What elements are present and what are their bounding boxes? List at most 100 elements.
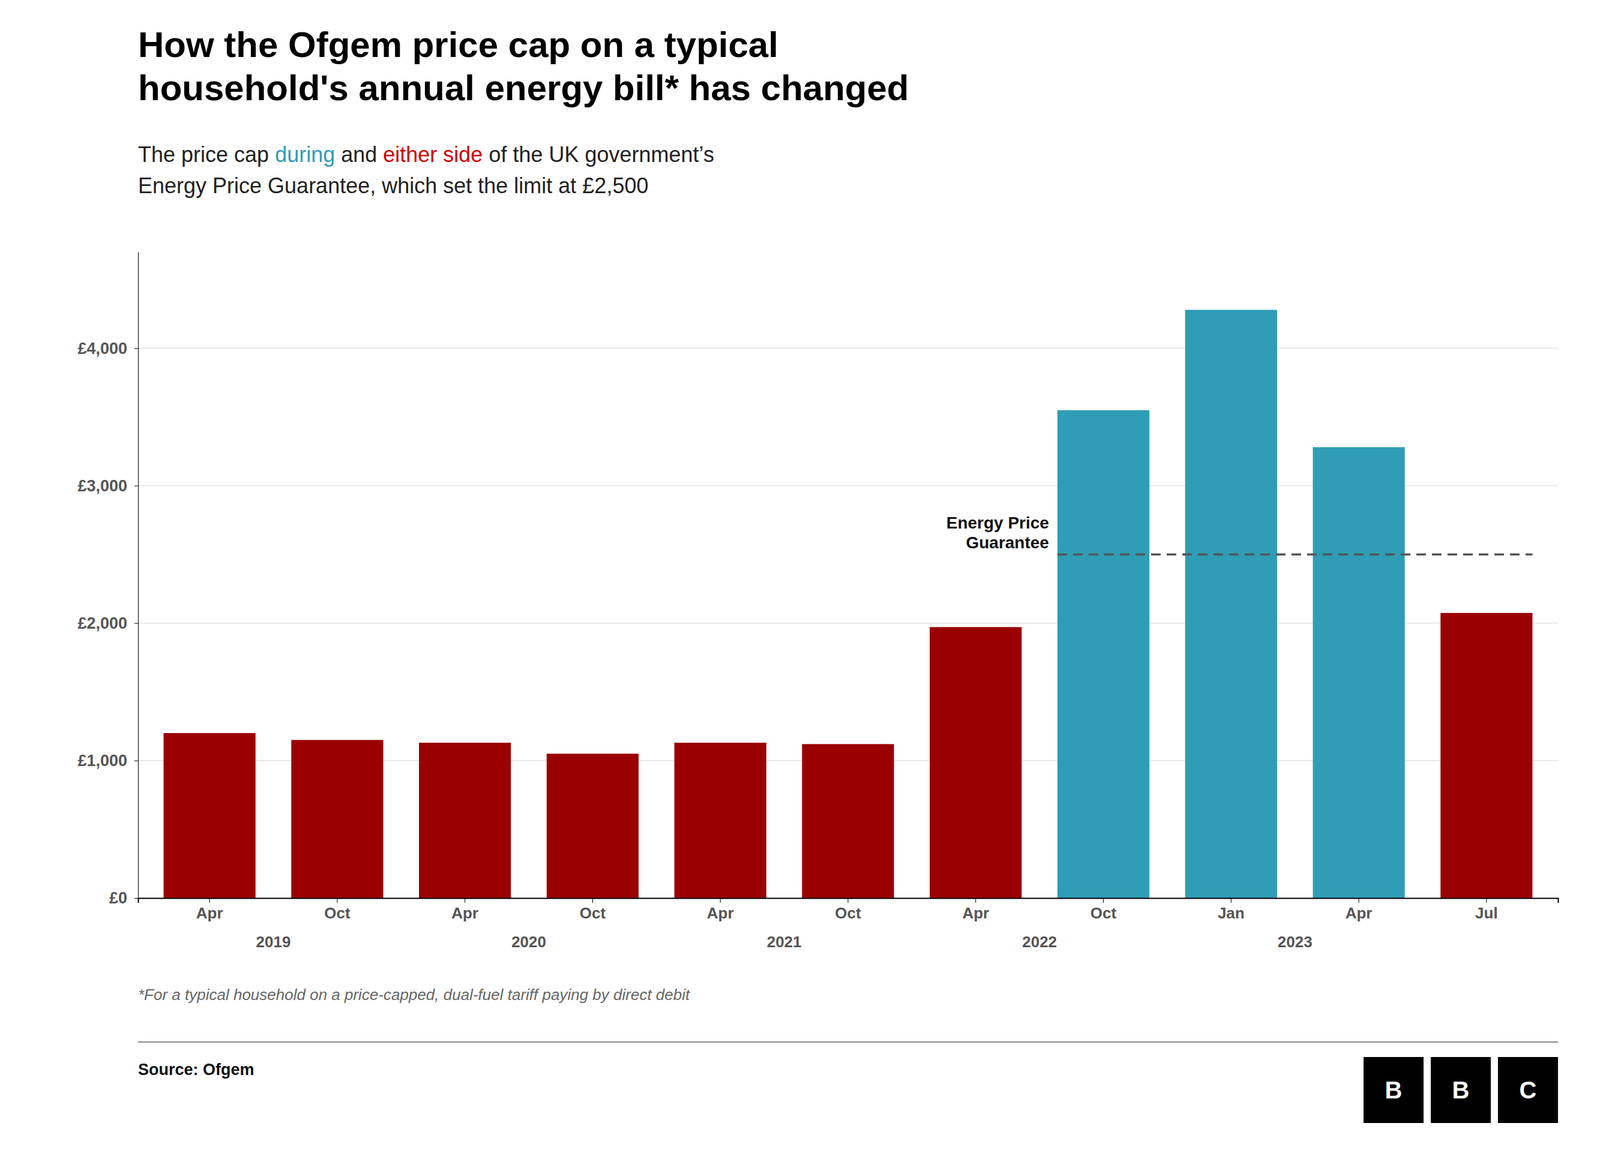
year-label: 2020 [511, 933, 547, 952]
logo-box [1497, 1057, 1558, 1124]
grid [138, 348, 1558, 899]
reference-label-line: Guarantee [965, 533, 1050, 553]
x-tick: Oct [1090, 898, 1117, 923]
y-tick-mark [134, 760, 139, 762]
reference-label: Energy PriceGuarantee [946, 513, 1050, 553]
subtitle-part: of the UK government’s [482, 142, 715, 167]
source: Source: Ofgem [138, 1061, 255, 1080]
logo-letter: B [1385, 1077, 1403, 1104]
year-labels: 2019 2020 2021 2022 2023 [256, 933, 1313, 952]
grid-line [138, 348, 1558, 349]
reference-label-line: Energy Price [946, 513, 1050, 533]
logo: BBC [1363, 1057, 1558, 1124]
y-tick-label: £3,000 [77, 477, 128, 496]
x-tick: Apr [706, 898, 734, 923]
x-tick-label: Jan [1217, 904, 1245, 923]
plot-area [163, 309, 1533, 899]
y-axis-line [138, 252, 139, 900]
x-tick-mark [209, 898, 211, 904]
annotations: Energy PriceGuarantee [946, 513, 1050, 553]
subtitle: Energy Price Guarantee, which set the li… [138, 173, 649, 199]
year-label: 2022 [1022, 933, 1057, 952]
x-tick: Apr [196, 898, 224, 923]
x-tick-mark [1358, 898, 1360, 904]
subtitle-part: Energy Price Guarantee, which set the li… [138, 173, 649, 199]
x-tick-label: Oct [834, 904, 862, 923]
x-axis-line [138, 899, 1559, 904]
x-tick-label: Apr [451, 904, 479, 923]
x-tick: Oct [834, 898, 862, 923]
bar [1440, 613, 1533, 899]
x-tick: Oct [579, 898, 607, 923]
x-tick-mark [1485, 898, 1487, 904]
subtitle-part: The price cap [138, 142, 275, 167]
x-tick-mark [975, 898, 976, 904]
subtitle-part: during [274, 142, 335, 167]
y-tick-mark [134, 623, 139, 625]
separator [138, 1041, 1558, 1044]
footnote: *For a typical household on a price-capp… [138, 986, 691, 1005]
bar [929, 627, 1022, 899]
title-group: How the Ofgem price cap on a typicalhous… [138, 24, 910, 109]
subtitle-group: The price cap during and either side of … [138, 142, 715, 199]
x-tick-mark [1230, 898, 1232, 904]
year-label: 2021 [766, 933, 802, 952]
bar [674, 742, 767, 899]
y-tick-label: £2,000 [77, 614, 128, 633]
logo-letter: C [1519, 1077, 1537, 1104]
x-axis: Apr Oct Apr Oct Apr Oct Apr Oct Jan Apr Jul [138, 898, 1559, 923]
year-label: 2019 [256, 933, 292, 952]
title: How the Ofgem price cap on a typical [138, 24, 779, 65]
x-tick-mark [848, 898, 849, 904]
bar [801, 744, 894, 899]
x-tick: Jul [1475, 898, 1498, 923]
logo-box [1430, 1057, 1491, 1124]
chart: How the Ofgem price cap on a typicalhous… [0, 0, 1600, 1174]
y-tick: £1,000 [77, 751, 139, 770]
subtitle: The price cap during and either side of … [138, 142, 715, 167]
y-tick: £4,000 [77, 339, 139, 358]
x-tick-mark [720, 898, 721, 904]
y-tick-mark [134, 348, 139, 349]
x-tick: Apr [451, 898, 479, 923]
x-tick-label: Oct [1090, 904, 1117, 923]
title: household's annual energy bill* has chan… [138, 67, 910, 109]
subtitle-part: and [334, 142, 383, 167]
y-tick-label: £1,000 [77, 751, 128, 770]
y-tick-label: £0 [109, 889, 128, 908]
y-axis: £0 £1,000 £2,000 £3,000 £4,000 [77, 252, 139, 909]
x-tick: Apr [1345, 898, 1373, 923]
bar [418, 742, 511, 899]
y-tick-mark [134, 486, 139, 487]
logo-letter: B [1452, 1077, 1470, 1104]
y-tick: £0 [109, 889, 139, 908]
x-tick-label: Oct [324, 904, 351, 923]
y-tick: £2,000 [77, 614, 139, 633]
x-tick-mark [1103, 898, 1104, 904]
bar [1185, 309, 1278, 899]
x-tick-label: Apr [1345, 904, 1373, 923]
x-tick-label: Apr [962, 904, 990, 923]
x-tick: Jan [1217, 898, 1245, 923]
x-tick-label: Apr [706, 904, 734, 923]
y-tick-label: £4,000 [77, 339, 128, 358]
subtitle-part: either side [382, 142, 483, 167]
y-tick: £3,000 [77, 477, 139, 496]
x-tick-label: Apr [196, 904, 224, 923]
x-tick-label: Oct [579, 904, 607, 923]
x-tick: Oct [324, 898, 351, 923]
x-tick: Apr [962, 898, 990, 923]
x-tick-mark [592, 898, 593, 904]
logo-box [1363, 1057, 1424, 1124]
bar [163, 733, 256, 899]
y-tick-mark [134, 898, 139, 900]
x-tick-mark [464, 898, 466, 904]
x-tick-label: Jul [1475, 904, 1498, 923]
year-label: 2023 [1277, 933, 1313, 952]
bar [1312, 447, 1405, 899]
reference-line [1057, 553, 1533, 556]
bar [1057, 410, 1150, 899]
x-tick-mark [336, 898, 338, 904]
bar [291, 739, 383, 899]
bar [546, 753, 639, 899]
